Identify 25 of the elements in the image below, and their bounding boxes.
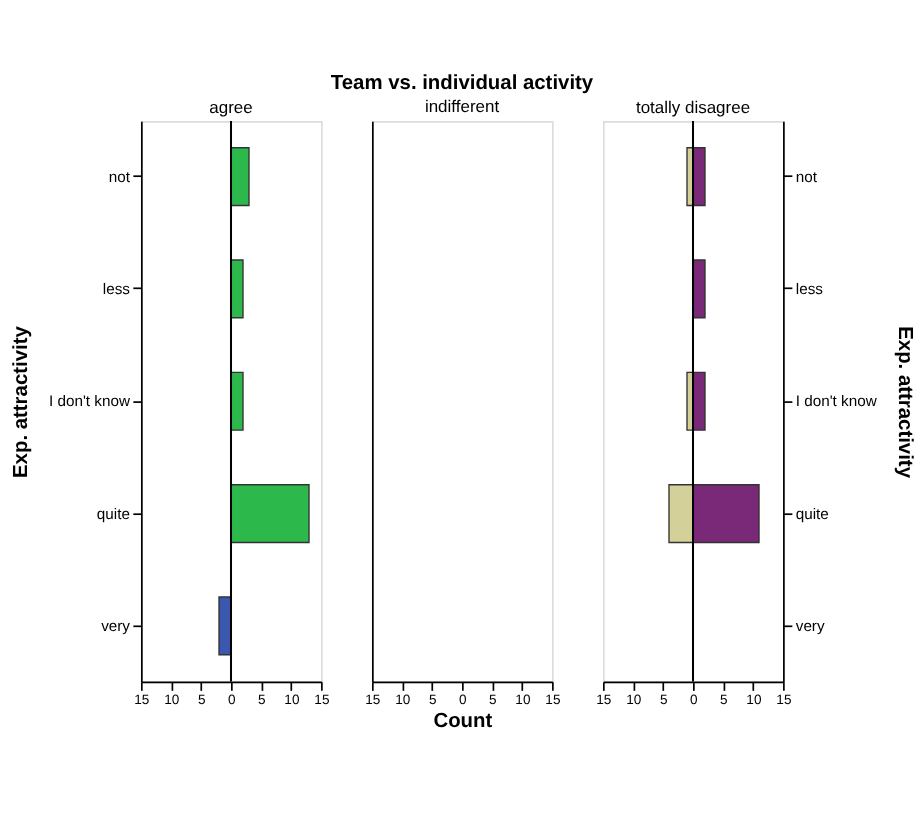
y-tick-label: less xyxy=(102,280,131,299)
y2-axis-title: Exp. attractivity xyxy=(892,326,915,479)
bar xyxy=(218,596,232,656)
bar xyxy=(692,259,706,319)
y-tick-label: less xyxy=(795,280,824,299)
bar xyxy=(230,484,310,544)
y-tick-label: I don't know xyxy=(49,392,131,411)
y-tick-label: quite xyxy=(96,504,130,523)
y-tick-label: not xyxy=(795,167,819,186)
bar xyxy=(230,371,244,431)
y-tick-label: very xyxy=(101,617,131,635)
bar xyxy=(230,259,244,319)
bar xyxy=(692,371,706,431)
y-tick-label: quite xyxy=(795,504,829,523)
x-axis-title: Count xyxy=(433,710,494,733)
chart-subtitle: agree xyxy=(209,97,254,118)
y-tick-label: not xyxy=(108,167,132,186)
chart-subtitle: totally disagree xyxy=(635,97,751,118)
y-tick-label: I don't know xyxy=(795,392,878,411)
y-axis-title: Exp. attractivity xyxy=(10,325,33,478)
bar xyxy=(230,147,250,207)
chart-title: Team vs. individual activity xyxy=(330,72,594,95)
y-tick-label: very xyxy=(795,617,825,635)
bar xyxy=(692,147,706,207)
chart-subtitle: indifferent xyxy=(424,96,501,117)
